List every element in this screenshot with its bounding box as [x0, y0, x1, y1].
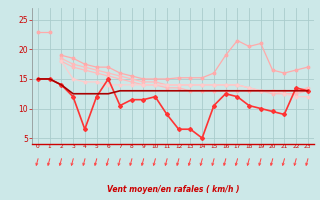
- Text: Vent moyen/en rafales ( km/h ): Vent moyen/en rafales ( km/h ): [107, 185, 239, 194]
